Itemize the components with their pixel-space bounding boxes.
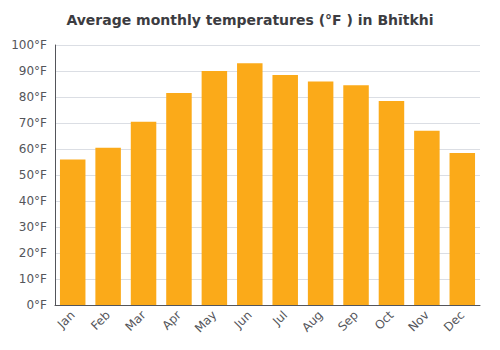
svg-text:Dec: Dec (441, 308, 467, 334)
svg-text:40°F: 40°F (19, 194, 47, 208)
svg-text:Nov: Nov (405, 308, 431, 334)
svg-text:0°F: 0°F (26, 298, 47, 312)
svg-text:Jun: Jun (231, 308, 255, 332)
svg-text:60°F: 60°F (19, 142, 47, 156)
svg-text:100°F: 100°F (11, 38, 47, 52)
svg-text:90°F: 90°F (19, 64, 47, 78)
svg-text:Apr: Apr (159, 308, 184, 333)
svg-text:Feb: Feb (88, 308, 113, 333)
svg-text:70°F: 70°F (19, 116, 47, 130)
svg-text:80°F: 80°F (19, 90, 47, 104)
svg-text:Aug: Aug (299, 308, 325, 334)
svg-text:30°F: 30°F (19, 220, 47, 234)
svg-text:Jan: Jan (54, 308, 78, 332)
svg-text:50°F: 50°F (19, 168, 47, 182)
svg-text:Jul: Jul (269, 308, 290, 329)
svg-text:10°F: 10°F (19, 272, 47, 286)
svg-text:Average monthly temperatures (: Average monthly temperatures (°F ) in Bh… (66, 12, 433, 28)
svg-text:Oct: Oct (372, 308, 397, 333)
svg-text:Sep: Sep (335, 308, 361, 334)
svg-text:Mar: Mar (123, 308, 149, 334)
svg-text:May: May (192, 308, 219, 335)
svg-text:20°F: 20°F (19, 246, 47, 260)
